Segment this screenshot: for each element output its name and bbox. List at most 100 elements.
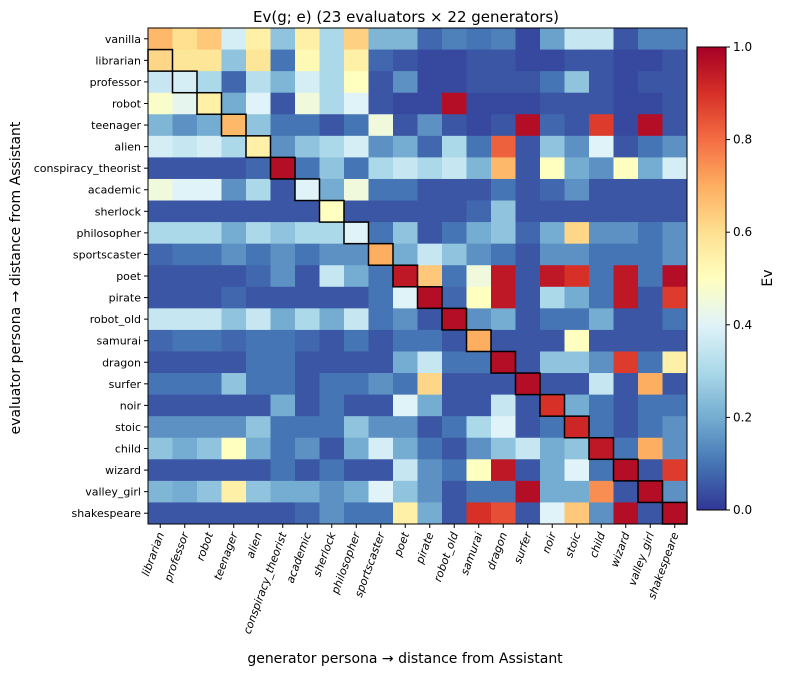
x-tick-label: noir <box>540 529 560 555</box>
heatmap-cell <box>638 71 663 94</box>
heatmap-cell <box>491 92 516 115</box>
heatmap-cell <box>613 71 639 94</box>
heatmap-cell <box>148 351 173 374</box>
heatmap-cell <box>540 373 565 396</box>
heatmap-cell <box>295 416 320 439</box>
heatmap-cell <box>662 265 688 288</box>
heatmap-cell <box>466 373 492 396</box>
heatmap-cell <box>491 114 516 137</box>
heatmap-cell <box>662 135 688 158</box>
y-tick-labels: vanilla librarian professor robot teenager al… <box>34 33 148 520</box>
heatmap-cell <box>270 329 296 352</box>
heatmap-cell <box>589 178 614 201</box>
diagonal-cell-outline <box>294 178 321 202</box>
heatmap-cell <box>613 373 639 396</box>
heatmap-cell <box>491 135 516 158</box>
heatmap-cell <box>393 114 418 137</box>
heatmap-cell <box>466 416 492 439</box>
heatmap-cell <box>540 49 565 72</box>
heatmap-cell <box>466 437 492 460</box>
heatmap-cell <box>319 49 345 72</box>
heatmap-cell <box>442 92 467 115</box>
diagonal-cell-outline <box>588 436 615 461</box>
heatmap-cell <box>662 71 688 94</box>
heatmap-cell <box>442 416 467 439</box>
heatmap-cell <box>148 243 173 266</box>
heatmap-cell <box>491 28 516 50</box>
heatmap-cell <box>540 222 565 245</box>
heatmap-cell <box>344 459 369 482</box>
heatmap-cell <box>662 502 688 525</box>
heatmap-cell <box>564 265 590 288</box>
heatmap-cell <box>515 286 541 309</box>
heatmap-cell <box>368 286 394 309</box>
heatmap-cell <box>638 459 663 482</box>
x-tick-label: robot_old <box>431 530 461 584</box>
heatmap-cell <box>613 265 639 288</box>
heatmap-cell <box>246 459 271 482</box>
heatmap-cell <box>442 329 467 352</box>
heatmap-cell <box>638 308 663 331</box>
heatmap-cell <box>197 329 222 352</box>
x-tick-label: surfer <box>511 529 535 565</box>
heatmap-cell <box>662 243 688 266</box>
heatmap-cell <box>393 49 418 72</box>
heatmap-cell <box>246 286 271 309</box>
heatmap-cell <box>515 200 541 223</box>
heatmap-cell <box>491 157 516 180</box>
heatmap-cell <box>491 308 516 331</box>
heatmap-cell <box>417 373 443 396</box>
heatmap-cell <box>515 416 541 439</box>
heatmap-cell <box>344 114 369 137</box>
x-tick-label: wizard <box>608 530 633 569</box>
heatmap-cell <box>270 92 296 115</box>
heatmap-cell <box>540 157 565 180</box>
heatmap-cell <box>246 437 271 460</box>
heatmap-cell <box>515 28 541 50</box>
heatmap-cell <box>270 437 296 460</box>
heatmap-cell <box>221 373 247 396</box>
heatmap-cell <box>368 265 394 288</box>
heatmap-cell <box>295 308 320 331</box>
heatmap-cell <box>638 157 663 180</box>
heatmap-cell <box>197 373 222 396</box>
heatmap-cell <box>246 49 271 72</box>
heatmap-cell <box>393 416 418 439</box>
heatmap-cell <box>270 49 296 72</box>
heatmap-cell <box>319 200 345 223</box>
colorbar-tick-label: 0.8 <box>733 133 752 147</box>
x-tick-label: child <box>587 530 608 560</box>
heatmap-cell <box>515 351 541 374</box>
heatmap-cell <box>270 28 296 50</box>
heatmap-cell <box>295 459 320 482</box>
heatmap-cell <box>393 459 418 482</box>
heatmap-cell <box>295 200 320 223</box>
heatmap-cell <box>148 71 173 94</box>
heatmap-cell <box>221 49 247 72</box>
y-tick-label: librarian <box>95 54 141 67</box>
heatmap-cell <box>515 135 541 158</box>
heatmap-cell <box>515 71 541 94</box>
heatmap-cell <box>466 49 492 72</box>
heatmap-cell <box>466 114 492 137</box>
diagonal-cell-outline <box>563 415 590 439</box>
heatmap-cell <box>172 329 198 352</box>
diagonal-cell-outline <box>171 70 198 94</box>
heatmap-cell <box>466 200 492 223</box>
x-tick-label: samurai <box>458 531 485 577</box>
colorbar-tick-label: 0.2 <box>733 410 752 424</box>
heatmap-cell <box>270 222 296 245</box>
heatmap-cell <box>295 135 320 158</box>
heatmap-cell <box>393 200 418 223</box>
heatmap-cell <box>638 49 663 72</box>
heatmap-cell <box>148 157 173 180</box>
heatmap-cell <box>172 28 198 50</box>
heatmap-cell <box>319 459 345 482</box>
heatmap-cell <box>344 351 369 374</box>
heatmap-cell <box>295 178 320 201</box>
colorbar-tick-label: 1.0 <box>733 40 752 54</box>
diagonal-cell-outline <box>539 393 566 417</box>
heatmap-cell <box>466 92 492 115</box>
heatmap-cell <box>393 71 418 94</box>
heatmap-cell <box>246 157 271 180</box>
